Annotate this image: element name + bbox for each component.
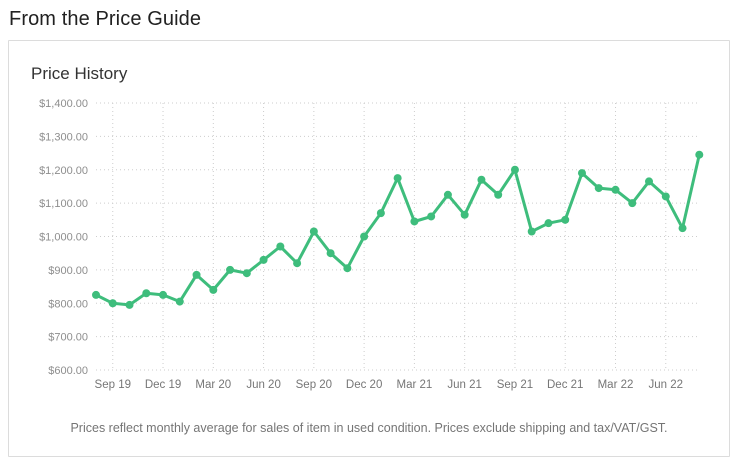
data-point[interactable] [544,219,553,228]
data-point[interactable] [611,185,620,194]
x-tick-label: Mar 21 [397,379,433,391]
data-point[interactable] [92,290,100,299]
y-tick-label: $1,400.00 [39,98,88,110]
data-point[interactable] [309,227,318,236]
x-tick-label: Sep 21 [497,379,533,391]
data-point[interactable] [360,232,369,241]
data-point[interactable] [477,175,486,184]
price-history-chart[interactable]: $1,400.00 $1,300.00 $1,200.00 $1,100.00 $1,0… [11,91,725,397]
data-point[interactable] [494,190,503,199]
y-tick-label: $700.00 [48,332,88,344]
data-point[interactable] [226,265,235,274]
data-point[interactable] [125,300,134,309]
chart-title: Price History [31,64,128,83]
y-tick-label: $1,000.00 [39,232,88,244]
x-tick-label: Dec 20 [346,379,382,391]
data-point[interactable] [343,264,352,273]
x-tick-label: Sep 20 [296,379,332,391]
y-tick-label: $900.00 [48,265,88,277]
x-tick-label: Sep 19 [95,379,131,391]
price-history-card: Price History $1,400.00 $1,300.00 $1,200.0… [8,40,730,457]
x-tick-label: Dec 21 [547,379,583,391]
y-tick-label: $1,300.00 [39,131,88,143]
y-tick-label: $1,100.00 [39,198,88,210]
data-point[interactable] [259,255,268,264]
data-point[interactable] [594,184,603,193]
y-tick-label: $600.00 [48,365,88,377]
x-tick-label: Jun 21 [447,379,482,391]
x-tick-label: Mar 20 [195,379,231,391]
data-point[interactable] [108,299,117,308]
data-point[interactable] [293,259,302,268]
data-point[interactable] [326,249,335,258]
x-tick-label: Mar 22 [598,379,634,391]
data-point[interactable] [561,215,570,224]
data-point[interactable] [142,289,151,298]
data-point[interactable] [645,177,654,186]
data-point[interactable] [276,242,285,251]
data-point[interactable] [410,217,419,226]
data-point[interactable] [443,190,452,199]
data-point[interactable] [427,212,436,221]
section-title: From the Price Guide [9,8,202,30]
data-point[interactable] [577,169,586,178]
data-point[interactable] [393,174,402,183]
x-tick-label: Dec 19 [145,379,181,391]
y-tick-label: $800.00 [48,298,88,310]
data-point[interactable] [510,165,519,174]
data-point[interactable] [460,210,469,219]
price-disclaimer: Prices reflect monthly average for sales… [70,421,668,435]
data-point[interactable] [192,270,201,279]
data-point[interactable] [242,269,251,278]
data-point[interactable] [175,297,184,306]
data-point[interactable] [209,285,218,294]
data-point[interactable] [678,224,687,233]
x-tick-label: Jun 22 [649,379,684,391]
x-tick-label: Jun 20 [246,379,281,391]
data-point[interactable] [661,192,670,201]
y-tick-label: $1,200.00 [39,165,88,177]
data-point[interactable] [376,209,385,218]
data-point[interactable] [628,199,637,208]
data-point[interactable] [695,150,704,159]
data-point[interactable] [527,227,536,236]
data-point[interactable] [159,290,168,299]
